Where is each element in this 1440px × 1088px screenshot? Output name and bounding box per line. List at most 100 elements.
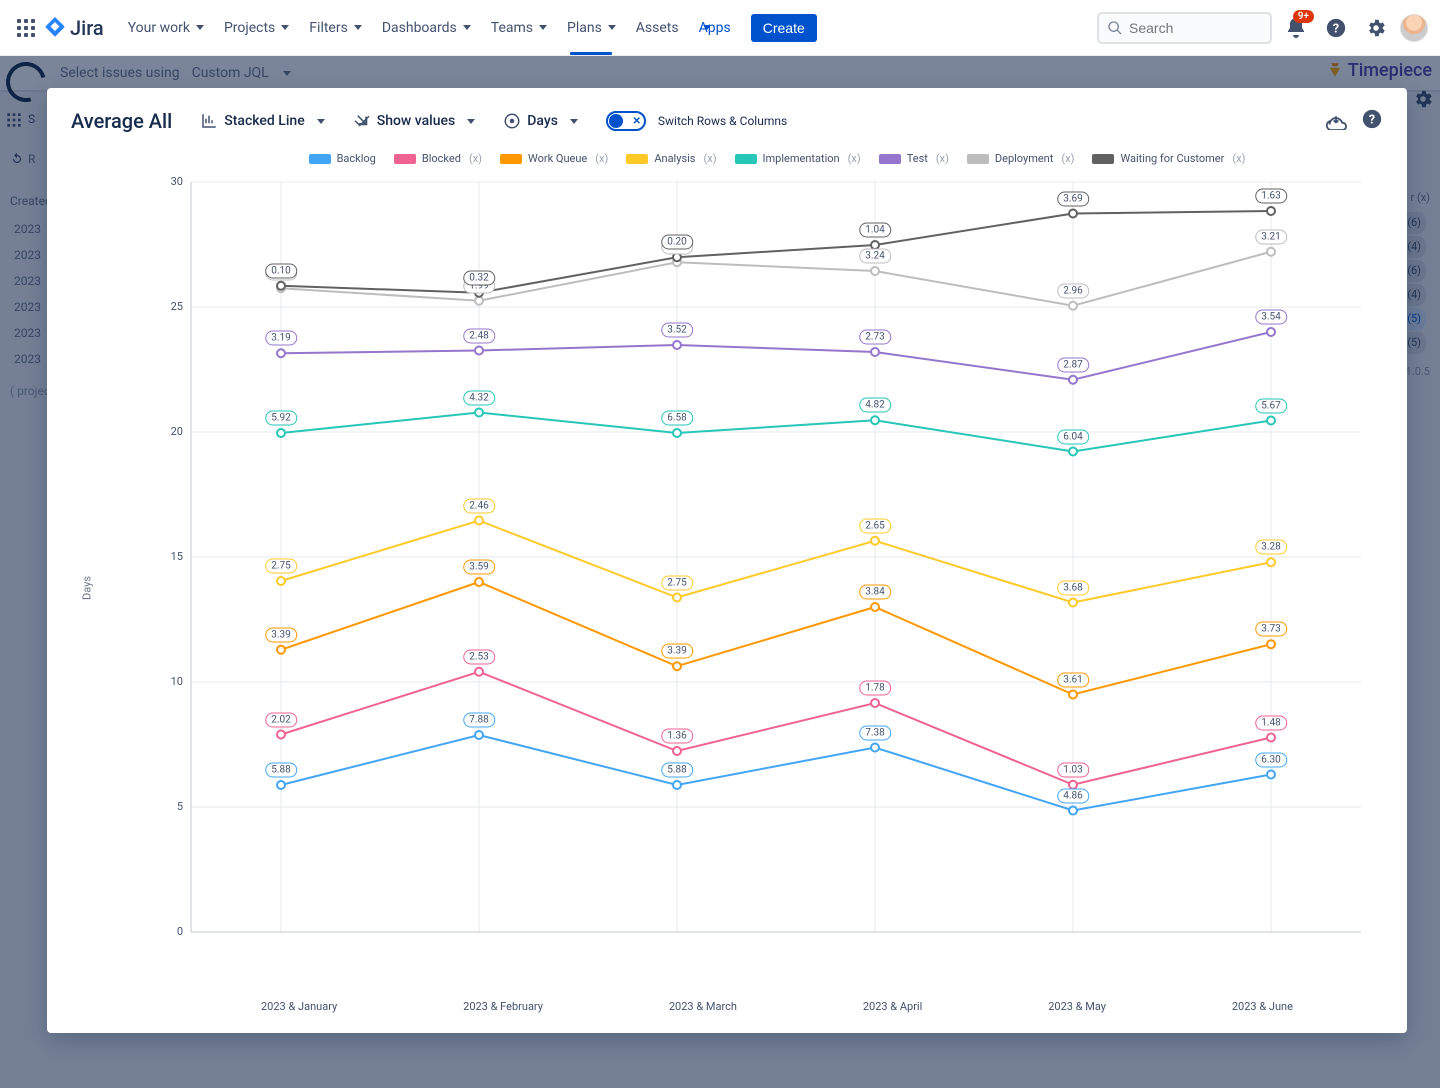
value-pill: 4.86 xyxy=(1057,788,1089,803)
legend-waiting-for-customer[interactable]: Waiting for Customer(x) xyxy=(1092,152,1245,165)
chart-modal: Average All Stacked Line Show values Day… xyxy=(47,88,1407,1033)
notification-badge: 9+ xyxy=(1293,10,1314,23)
value-pill: 2.75 xyxy=(265,559,297,574)
value-pill: 1.04 xyxy=(859,223,891,238)
legend-implementation[interactable]: Implementation(x) xyxy=(735,152,861,165)
value-pill: 5.92 xyxy=(265,411,297,426)
nav-assets[interactable]: Assets xyxy=(628,16,687,40)
value-pill: 3.59 xyxy=(463,560,495,575)
top-nav: Jira Your workProjectsFiltersDashboardsT… xyxy=(0,0,1440,56)
search-input[interactable] xyxy=(1097,12,1272,44)
legend-blocked[interactable]: Blocked(x) xyxy=(394,152,482,165)
value-pill: 2.73 xyxy=(859,330,891,345)
svg-text:?: ? xyxy=(1369,113,1375,128)
value-pill: 3.39 xyxy=(661,644,693,659)
value-pill: 3.28 xyxy=(1255,540,1287,555)
nav-apps[interactable]: Apps xyxy=(691,16,739,40)
value-pill: 1.78 xyxy=(859,681,891,696)
jira-logo[interactable]: Jira xyxy=(44,16,104,40)
x-tick-label: 2023 & March xyxy=(669,1000,737,1013)
x-tick-label: 2023 & April xyxy=(863,1000,922,1013)
value-pill: 3.39 xyxy=(265,627,297,642)
value-pill: 4.32 xyxy=(463,390,495,405)
settings-icon[interactable] xyxy=(1360,12,1392,44)
x-tick-label: 2023 & June xyxy=(1232,1000,1293,1013)
y-tick-label: 10 xyxy=(153,675,183,688)
value-pill: 2.87 xyxy=(1057,357,1089,372)
nav-plans[interactable]: Plans xyxy=(559,16,624,40)
nav-projects[interactable]: Projects xyxy=(216,16,297,40)
value-pill: 1.03 xyxy=(1057,762,1089,777)
chart-type-selector[interactable]: Stacked Line xyxy=(200,112,324,130)
modal-title: Average All xyxy=(71,109,172,133)
chart-type-label: Stacked Line xyxy=(224,113,304,129)
value-pill: 7.88 xyxy=(463,713,495,728)
user-avatar[interactable] xyxy=(1400,14,1428,42)
legend-backlog[interactable]: Backlog xyxy=(309,152,376,165)
nav-filters[interactable]: Filters xyxy=(301,16,370,40)
modal-header: Average All Stacked Line Show values Day… xyxy=(71,108,1383,134)
unit-label: Days xyxy=(527,113,558,129)
product-name: Jira xyxy=(70,16,104,40)
legend-work-queue[interactable]: Work Queue(x) xyxy=(500,152,608,165)
value-pill: 3.68 xyxy=(1057,580,1089,595)
nav-links: Your workProjectsFiltersDashboardsTeamsP… xyxy=(120,16,739,40)
value-pill: 0.32 xyxy=(463,270,495,285)
value-pill: 0.10 xyxy=(265,263,297,278)
value-pill: 5.88 xyxy=(265,763,297,778)
y-tick-label: 5 xyxy=(153,800,183,813)
x-tick-label: 2023 & May xyxy=(1048,1000,1106,1013)
value-pill: 3.73 xyxy=(1255,622,1287,637)
value-pill: 1.63 xyxy=(1255,189,1287,204)
value-pill: 2.46 xyxy=(463,498,495,513)
nav-your-work[interactable]: Your work xyxy=(120,16,212,40)
value-pill: 5.88 xyxy=(661,763,693,778)
value-pill: 2.02 xyxy=(265,712,297,727)
legend-test[interactable]: Test(x) xyxy=(879,152,949,165)
value-pill: 3.21 xyxy=(1255,229,1287,244)
value-pill: 2.75 xyxy=(661,575,693,590)
search-field[interactable] xyxy=(1129,20,1249,36)
value-pill: 2.53 xyxy=(463,649,495,664)
value-pill: 1.36 xyxy=(661,729,693,744)
y-tick-label: 25 xyxy=(153,300,183,313)
toggle-switch[interactable]: ✕ xyxy=(606,111,646,131)
svg-text:?: ? xyxy=(1333,21,1339,36)
value-pill: 5.67 xyxy=(1255,398,1287,413)
chart-area: Days Backlog Blocked(x) Work Queue(x) Analy… xyxy=(71,152,1383,1023)
y-axis-label: Days xyxy=(81,575,94,599)
value-pill: 3.24 xyxy=(859,249,891,264)
switch-rows-columns-toggle[interactable]: ✕ Switch Rows & Columns xyxy=(606,111,787,131)
value-pill: 2.96 xyxy=(1057,283,1089,298)
chart-legend: Backlog Blocked(x) Work Queue(x) Analysis(x… xyxy=(191,152,1363,165)
help-icon[interactable]: ? xyxy=(1320,12,1352,44)
value-pill: 0.20 xyxy=(661,235,693,250)
nav-active-underline xyxy=(570,52,612,55)
x-tick-label: 2023 & February xyxy=(463,1000,543,1013)
value-pill: 7.38 xyxy=(859,725,891,740)
y-tick-label: 15 xyxy=(153,550,183,563)
value-pill: 6.30 xyxy=(1255,752,1287,767)
value-pill: 2.48 xyxy=(463,328,495,343)
show-values-label: Show values xyxy=(377,113,456,129)
value-pill: 6.04 xyxy=(1057,429,1089,444)
unit-selector[interactable]: Days xyxy=(503,112,578,130)
value-pill: 3.52 xyxy=(661,323,693,338)
y-tick-label: 30 xyxy=(153,175,183,188)
y-tick-label: 20 xyxy=(153,425,183,438)
show-values-selector[interactable]: Show values xyxy=(353,112,476,130)
nav-teams[interactable]: Teams xyxy=(483,16,555,40)
legend-analysis[interactable]: Analysis(x) xyxy=(626,152,716,165)
value-pill: 2.65 xyxy=(859,518,891,533)
help-icon[interactable]: ? xyxy=(1361,108,1383,134)
x-axis: 2023 & January2023 & February2023 & Marc… xyxy=(191,1000,1363,1013)
create-button[interactable]: Create xyxy=(751,14,817,42)
app-switcher-icon[interactable] xyxy=(12,14,40,42)
value-pill: 1.48 xyxy=(1255,715,1287,730)
nav-dashboards[interactable]: Dashboards xyxy=(374,16,479,40)
notifications-icon[interactable]: 9+ xyxy=(1280,12,1312,44)
download-icon[interactable] xyxy=(1325,108,1347,134)
legend-deployment[interactable]: Deployment(x) xyxy=(967,152,1075,165)
value-pill: 3.54 xyxy=(1255,310,1287,325)
value-pill: 3.69 xyxy=(1057,191,1089,206)
